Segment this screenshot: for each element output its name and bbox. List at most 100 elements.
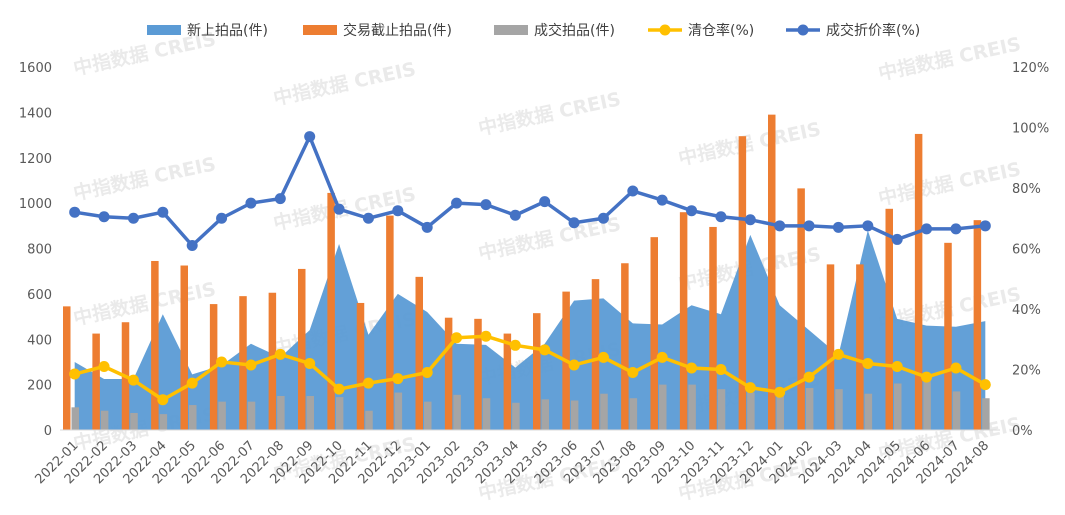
- bar-sold-items-2022-11: [365, 410, 373, 430]
- watermark-text: 中指数据 CREIS: [271, 57, 418, 110]
- left-tick-label: 600: [27, 288, 52, 303]
- left-tick-label: 200: [27, 379, 52, 394]
- right-tick-label: 20%: [1012, 364, 1041, 379]
- bar-sold-items-2024-04: [864, 393, 873, 430]
- point-discount-rate-2023-10: [686, 205, 698, 217]
- bar-deadline-items-2023-08: [621, 263, 629, 430]
- point-clearance-rate-2024-04: [862, 357, 874, 369]
- watermark-text: 中指数据 CREIS: [476, 87, 623, 140]
- point-clearance-rate-2022-11: [362, 377, 374, 389]
- bar-deadline-items-2023-03: [474, 318, 482, 430]
- point-discount-rate-2024-07: [950, 223, 962, 235]
- left-tick-label: 1000: [19, 197, 52, 212]
- legend-item-1: 交易截止拍品(件): [303, 22, 452, 39]
- bar-deadline-items-2023-11: [709, 226, 717, 430]
- left-axis-ticks: 0 200 400 600 800 1000 1200 1400 1600: [19, 61, 52, 439]
- point-clearance-rate-2022-05: [186, 377, 198, 389]
- x-axis-ticks: 2022-012022-022022-032022-042022-052022-…: [32, 438, 992, 487]
- watermark-text: 中指数据 CREIS: [71, 152, 218, 205]
- bar-sold-items-2024-07: [952, 391, 961, 430]
- bar-deadline-items-2024-01: [768, 114, 776, 431]
- bar-deadline-items-2023-07: [591, 279, 600, 430]
- legend-label: 交易截止拍品(件): [343, 22, 452, 39]
- bar-sold-items-2024-06: [923, 381, 931, 430]
- watermark-text: 中指数据 CREIS: [876, 157, 1023, 210]
- bar-sold-items-2023-07: [600, 393, 608, 430]
- point-discount-rate-2022-11: [362, 212, 374, 224]
- bar-sold-items-2024-03: [835, 389, 843, 430]
- point-clearance-rate-2023-05: [539, 344, 551, 356]
- legend-label: 成交拍品(件): [534, 22, 615, 39]
- bar-sold-items-2022-03: [130, 412, 138, 430]
- point-discount-rate-2024-06: [921, 223, 933, 235]
- bar-deadline-items-2022-09: [298, 268, 306, 430]
- left-tick-label: 800: [27, 243, 52, 258]
- point-discount-rate-2022-07: [245, 197, 257, 209]
- left-tick-label: 400: [27, 333, 52, 348]
- point-discount-rate-2022-09: [304, 131, 316, 143]
- point-clearance-rate-2024-07: [950, 362, 962, 374]
- right-tick-label: 60%: [1012, 243, 1041, 258]
- right-tick-label: 80%: [1012, 182, 1041, 197]
- legend-label: 成交折价率(%): [826, 22, 920, 39]
- legend-item-2: 成交拍品(件): [494, 22, 615, 39]
- point-discount-rate-2022-01: [69, 206, 81, 218]
- point-clearance-rate-2022-09: [304, 357, 316, 369]
- point-clearance-rate-2023-12: [744, 382, 756, 394]
- bar-deadline-items-2023-12: [738, 136, 747, 430]
- point-clearance-rate-2022-06: [216, 356, 228, 368]
- bar-deadline-items-2022-08: [268, 292, 277, 430]
- watermark-layer: 中指数据 CREIS 中指数据 CREIS 中指数据 CREIS 中指数据 CREIS…: [71, 27, 1023, 505]
- bar-sold-items-2023-03: [482, 398, 491, 430]
- point-clearance-rate-2024-06: [921, 371, 933, 383]
- point-discount-rate-2023-08: [627, 185, 639, 197]
- bar-sold-items-2022-02: [100, 410, 109, 430]
- legend-item-4: 成交折价率(%): [786, 22, 920, 39]
- point-discount-rate-2022-10: [333, 203, 345, 215]
- point-clearance-rate-2022-10: [333, 383, 345, 395]
- bar-deadline-items-2022-04: [151, 260, 159, 430]
- bar-deadline-items-2022-10: [327, 192, 335, 430]
- bar-sold-items-2023-10: [688, 384, 696, 430]
- bar-sold-items-2023-11: [717, 389, 726, 430]
- point-discount-rate-2023-07: [597, 212, 609, 224]
- bar-sold-items-2023-04: [512, 402, 520, 430]
- point-clearance-rate-2023-04: [509, 339, 521, 351]
- bar-deadline-items-2024-07: [944, 242, 952, 430]
- bar-deadline-items-2022-01: [63, 306, 71, 430]
- point-discount-rate-2022-05: [186, 239, 198, 251]
- point-discount-rate-2024-01: [774, 220, 786, 232]
- point-clearance-rate-2022-12: [392, 373, 404, 385]
- bar-sold-items-2022-05: [189, 405, 197, 430]
- right-tick-label: 120%: [1012, 61, 1049, 76]
- point-discount-rate-2022-08: [274, 193, 286, 205]
- bar-sold-items-2022-01: [71, 407, 79, 430]
- legend: 新上拍品(件) 交易截止拍品(件) 成交拍品(件) 清仓率(%) 成交折价率(%): [147, 22, 920, 39]
- bar-deadline-items-2023-10: [679, 212, 688, 430]
- point-clearance-rate-2024-01: [774, 386, 786, 398]
- point-discount-rate-2022-03: [127, 212, 139, 224]
- point-clearance-rate-2022-03: [127, 374, 139, 386]
- watermark-text: 中指数据 CREIS: [71, 277, 218, 330]
- legend-marker-swatch: [797, 24, 809, 36]
- left-tick-label: 0: [44, 424, 52, 439]
- bar-sold-items-2023-02: [453, 394, 461, 430]
- bar-deadline-items-2024-04: [856, 264, 864, 430]
- bar-sold-items-2022-07: [247, 401, 256, 430]
- left-tick-label: 1400: [19, 106, 52, 121]
- bar-sold-items-2023-06: [570, 400, 579, 430]
- legend-item-3: 清仓率(%): [648, 22, 754, 39]
- point-discount-rate-2022-06: [216, 212, 228, 224]
- bar-sold-items-2022-09: [306, 395, 314, 430]
- point-discount-rate-2024-05: [891, 233, 903, 245]
- bar-sold-items-2024-02: [805, 388, 814, 430]
- bar-deadline-items-2023-05: [533, 313, 541, 430]
- lines-layer: [69, 131, 991, 406]
- point-discount-rate-2023-04: [509, 209, 521, 221]
- point-clearance-rate-2023-07: [597, 351, 609, 363]
- bar-sold-items-2023-08: [629, 398, 638, 430]
- bar-sold-items-2022-06: [218, 401, 226, 430]
- bar-sold-items-2023-09: [659, 384, 667, 430]
- bar-deadline-items-2023-09: [650, 237, 658, 430]
- left-tick-label: 1600: [19, 61, 52, 76]
